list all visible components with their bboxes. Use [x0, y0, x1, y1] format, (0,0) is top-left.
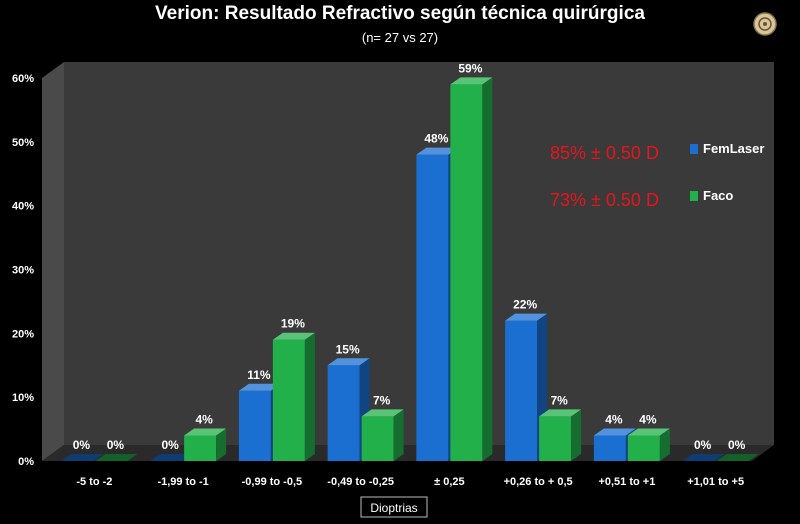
legend-swatch	[690, 191, 698, 201]
y-tick-label: 10%	[12, 392, 34, 404]
data-label: 4%	[195, 412, 213, 426]
data-label: 7%	[373, 393, 391, 407]
x-tick-label: -1,99 to -1	[157, 476, 208, 488]
bar-top	[627, 428, 670, 436]
y-tick-label: 0%	[18, 456, 34, 468]
bar-top	[272, 332, 315, 340]
data-label: 0%	[73, 438, 91, 452]
y-tick-label: 20%	[12, 328, 34, 340]
bar-front	[184, 435, 217, 461]
y-tick-label: 50%	[12, 137, 34, 149]
bar-front	[539, 416, 572, 461]
bar-front	[361, 416, 394, 461]
legend-label: Faco	[703, 188, 733, 203]
x-tick-label: +1,01 to +5	[687, 476, 744, 488]
x-tick-label: +0,51 to +1	[598, 476, 655, 488]
x-axis-title-box: Dioptrias	[360, 496, 428, 518]
bar-front	[327, 365, 360, 461]
bar-femlaser: 0%	[682, 438, 725, 461]
bar-front	[416, 154, 449, 461]
bar-top	[184, 428, 227, 436]
legend-label: FemLaser	[703, 141, 764, 156]
bar-faco: 7%	[361, 393, 404, 461]
chart-subtitle: (n= 27 vs 27)	[361, 30, 439, 45]
data-label: 48%	[424, 132, 448, 146]
bar-flat	[150, 454, 193, 461]
bar-side	[482, 77, 493, 461]
bar-top	[450, 77, 493, 85]
data-label: 4%	[639, 412, 657, 426]
bar-faco: 19%	[272, 317, 315, 461]
y-axis: 0% 10% 20% 30% 40% 50% 60%	[12, 73, 34, 468]
bar-flat	[95, 454, 138, 461]
bar-front	[450, 84, 483, 461]
plot-area	[42, 62, 774, 461]
x-tick-label: -5 to -2	[76, 476, 112, 488]
data-label: 11%	[247, 368, 271, 382]
bar-front	[238, 390, 271, 461]
bar-top	[505, 313, 548, 321]
x-axis-title: Dioptrias	[370, 501, 417, 515]
bar-top	[416, 147, 459, 155]
annotation-text: 85% ± 0.50 D	[550, 143, 659, 163]
legend: FemLaser Faco 85% ± 0.50 D 73% ± 0.50 D	[550, 141, 764, 210]
side-wall	[42, 62, 64, 461]
y-tick-label: 60%	[12, 73, 34, 85]
y-tick-label: 40%	[12, 201, 34, 213]
data-label: 7%	[550, 393, 568, 407]
bar-femlaser: 15%	[327, 342, 370, 461]
bar-faco: 0%	[95, 438, 138, 461]
bar-top	[238, 383, 281, 391]
bar-faco: 4%	[184, 412, 227, 461]
bar-side	[216, 428, 227, 461]
bar-top	[361, 409, 404, 417]
data-label: 0%	[694, 438, 712, 452]
x-tick-label: +0,26 to + 0,5	[504, 476, 573, 488]
bar-side	[659, 428, 670, 461]
bar-femlaser: 0%	[150, 438, 193, 461]
bars: 0% 0% 0% 4% 11% 19% 15% 7% 48% 59% 22% 7% 4% 4% 0% 0%	[61, 61, 759, 461]
bar-flat	[61, 454, 104, 461]
bar-front	[272, 339, 305, 461]
bar-top	[539, 409, 582, 417]
bar-side	[571, 409, 582, 461]
bar-front	[593, 435, 626, 461]
bar-femlaser: 0%	[61, 438, 104, 461]
data-label: 15%	[336, 342, 360, 356]
y-tick-label: 30%	[12, 265, 34, 277]
data-label: 4%	[605, 412, 623, 426]
x-axis: -5 to -2 -1,99 to -1 -0,99 to -0,5 -0,49 to…	[76, 476, 744, 488]
bar-side	[304, 332, 315, 461]
data-label: 0%	[107, 438, 125, 452]
bar-top	[327, 358, 370, 366]
medallion-icon	[753, 12, 777, 36]
data-label: 0%	[728, 438, 746, 452]
x-tick-label: ± 0,25	[434, 476, 465, 488]
bar-faco: 59%	[450, 61, 493, 461]
x-tick-label: -0,99 to -0,5	[242, 476, 303, 488]
annotation-text: 73% ± 0.50 D	[550, 190, 659, 210]
data-label: 59%	[458, 61, 482, 75]
bar-top	[593, 428, 636, 436]
chart-title: Verion: Resultado Refractivo según técni…	[155, 3, 645, 24]
legend-swatch	[690, 144, 698, 154]
data-label: 19%	[281, 317, 305, 331]
bar-faco: 7%	[539, 393, 582, 461]
bar-front	[505, 320, 538, 461]
bar-front	[627, 435, 660, 461]
bar-flat	[682, 454, 725, 461]
data-label: 0%	[161, 438, 179, 452]
bar-faco: 4%	[627, 412, 670, 461]
x-tick-label: -0,49 to -0,25	[327, 476, 394, 488]
bar-side	[393, 409, 404, 461]
data-label: 22%	[513, 298, 537, 312]
bar-flat	[716, 454, 759, 461]
bar-faco: 0%	[716, 438, 759, 461]
